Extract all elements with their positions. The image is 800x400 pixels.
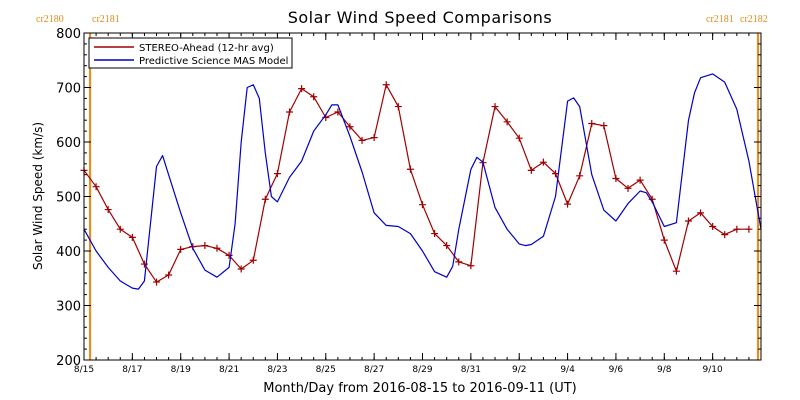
data-point-stereo-ahead [249, 256, 257, 264]
x-axis-title: Month/Day from 2016-08-15 to 2016-09-11 … [263, 381, 576, 396]
data-point-stereo-ahead [261, 195, 269, 203]
data-point-stereo-ahead [431, 230, 439, 238]
data-point-stereo-ahead [394, 103, 402, 111]
data-point-stereo-ahead [503, 118, 511, 126]
data-point-stereo-ahead [600, 122, 608, 130]
data-point-stereo-ahead [576, 172, 584, 180]
data-point-stereo-ahead [237, 265, 245, 273]
data-point-stereo-ahead [346, 123, 354, 131]
carrington-label-left-1: cr2180 [36, 14, 64, 25]
data-point-stereo-ahead [672, 267, 680, 275]
y-tick-label: 800 [56, 27, 81, 42]
x-tick-label: 8/31 [461, 365, 481, 375]
x-tick-label: 9/4 [560, 365, 575, 375]
x-tick-label: 8/27 [364, 365, 384, 375]
data-point-stereo-ahead [92, 183, 100, 191]
data-point-stereo-ahead [443, 242, 451, 250]
x-tick-label: 9/6 [609, 365, 624, 375]
x-tick-label: 9/10 [703, 365, 723, 375]
data-point-stereo-ahead [225, 251, 233, 259]
legend-box [88, 37, 293, 69]
data-point-stereo-ahead [116, 225, 124, 233]
data-point-stereo-ahead [310, 93, 318, 101]
y-tick-label: 200 [56, 354, 81, 369]
carrington-label-right-2: cr2182 [740, 14, 768, 25]
y-tick-label: 700 [56, 82, 81, 97]
y-tick-label: 500 [56, 191, 81, 206]
data-point-stereo-ahead [358, 136, 366, 144]
x-tick-label: 8/29 [412, 365, 432, 375]
data-point-stereo-ahead [153, 278, 161, 286]
carrington-label-right-1: cr2181 [706, 14, 734, 25]
legend-label-stereo: STEREO-Ahead (12-hr avg) [139, 43, 274, 54]
x-tick-label: 8/23 [267, 365, 287, 375]
x-tick-label: 9/8 [657, 365, 672, 375]
data-point-stereo-ahead [515, 134, 523, 142]
data-point-stereo-ahead [491, 103, 499, 111]
data-point-stereo-ahead [286, 108, 294, 116]
data-point-stereo-ahead [564, 200, 572, 208]
x-tick-label: 8/15 [74, 365, 94, 375]
data-point-stereo-ahead [177, 245, 185, 253]
data-point-stereo-ahead [382, 81, 390, 89]
data-point-stereo-ahead [128, 233, 136, 241]
data-point-stereo-ahead [624, 184, 632, 192]
x-tick-label: 8/19 [171, 365, 191, 375]
carrington-label-left-2: cr2181 [92, 14, 120, 25]
data-point-stereo-ahead [273, 170, 281, 178]
y-axis-title: Solar Wind Speed (km/s) [31, 122, 45, 270]
data-point-stereo-ahead [709, 222, 717, 230]
chart-title: Solar Wind Speed Comparisons [288, 8, 553, 27]
data-point-stereo-ahead [612, 175, 620, 183]
data-point-stereo-ahead [213, 244, 221, 252]
data-point-stereo-ahead [588, 119, 596, 127]
series-line-stereo-ahead [83, 84, 749, 283]
x-tick-label: 8/25 [316, 365, 336, 375]
y-tick-label: 600 [56, 136, 81, 151]
data-point-stereo-ahead [104, 206, 112, 214]
data-point-stereo-ahead [636, 176, 644, 184]
data-point-stereo-ahead [165, 271, 173, 279]
x-tick-label: 8/17 [122, 365, 142, 375]
series-line-mas-model [83, 73, 762, 290]
data-point-stereo-ahead [539, 158, 547, 166]
data-point-stereo-ahead [298, 85, 306, 93]
x-tick-label: 8/21 [219, 365, 239, 375]
data-point-stereo-ahead [455, 258, 463, 266]
data-point-stereo-ahead [697, 209, 705, 217]
x-tick-label: 9/2 [512, 365, 526, 375]
data-point-stereo-ahead [467, 262, 475, 270]
y-tick-label: 400 [56, 245, 81, 260]
data-point-stereo-ahead [721, 231, 729, 239]
y-tick-label: 300 [56, 300, 81, 315]
data-point-stereo-ahead [419, 201, 426, 209]
data-point-stereo-ahead [370, 134, 378, 142]
data-point-stereo-ahead [406, 165, 414, 173]
legend: STEREO-Ahead (12-hr avg) Predictive Scie… [88, 37, 293, 69]
data-point-stereo-ahead [684, 217, 692, 225]
data-point-stereo-ahead [527, 166, 535, 174]
data-point-stereo-ahead [733, 225, 741, 233]
data-point-stereo-ahead [660, 236, 668, 244]
data-point-stereo-ahead [201, 242, 209, 250]
data-point-stereo-ahead [745, 225, 753, 233]
legend-label-mas: Predictive Science MAS Model [139, 56, 288, 67]
plot-frame [83, 32, 762, 361]
